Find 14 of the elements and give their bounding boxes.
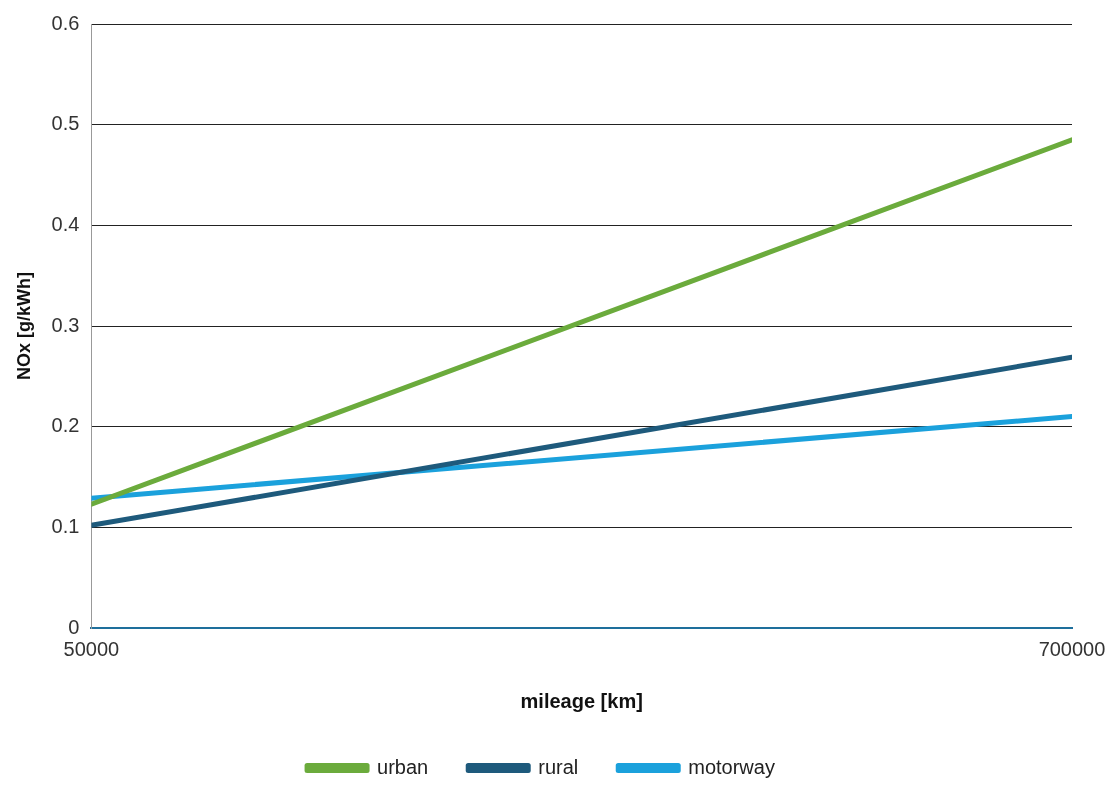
legend-label: motorway <box>688 755 775 778</box>
y-tick-label: 0.5 <box>51 112 80 135</box>
x-axis-title: mileage [km] <box>520 689 643 712</box>
y-tick-label: 0.3 <box>51 313 80 336</box>
y-tick-label: 0 <box>68 615 80 638</box>
x-tick-label: 50000 <box>63 637 120 660</box>
y-tick-label: 0.2 <box>51 414 80 437</box>
x-tick-label: 700000 <box>1038 637 1106 660</box>
y-tick-label: 0.1 <box>51 514 80 537</box>
legend-label: rural <box>538 755 579 778</box>
y-tick-label: 0.6 <box>51 11 80 34</box>
y-axis-title: NOx [g/kWh] <box>13 272 34 380</box>
legend-label: urban <box>377 755 429 778</box>
y-tick-label: 0.4 <box>51 212 80 235</box>
